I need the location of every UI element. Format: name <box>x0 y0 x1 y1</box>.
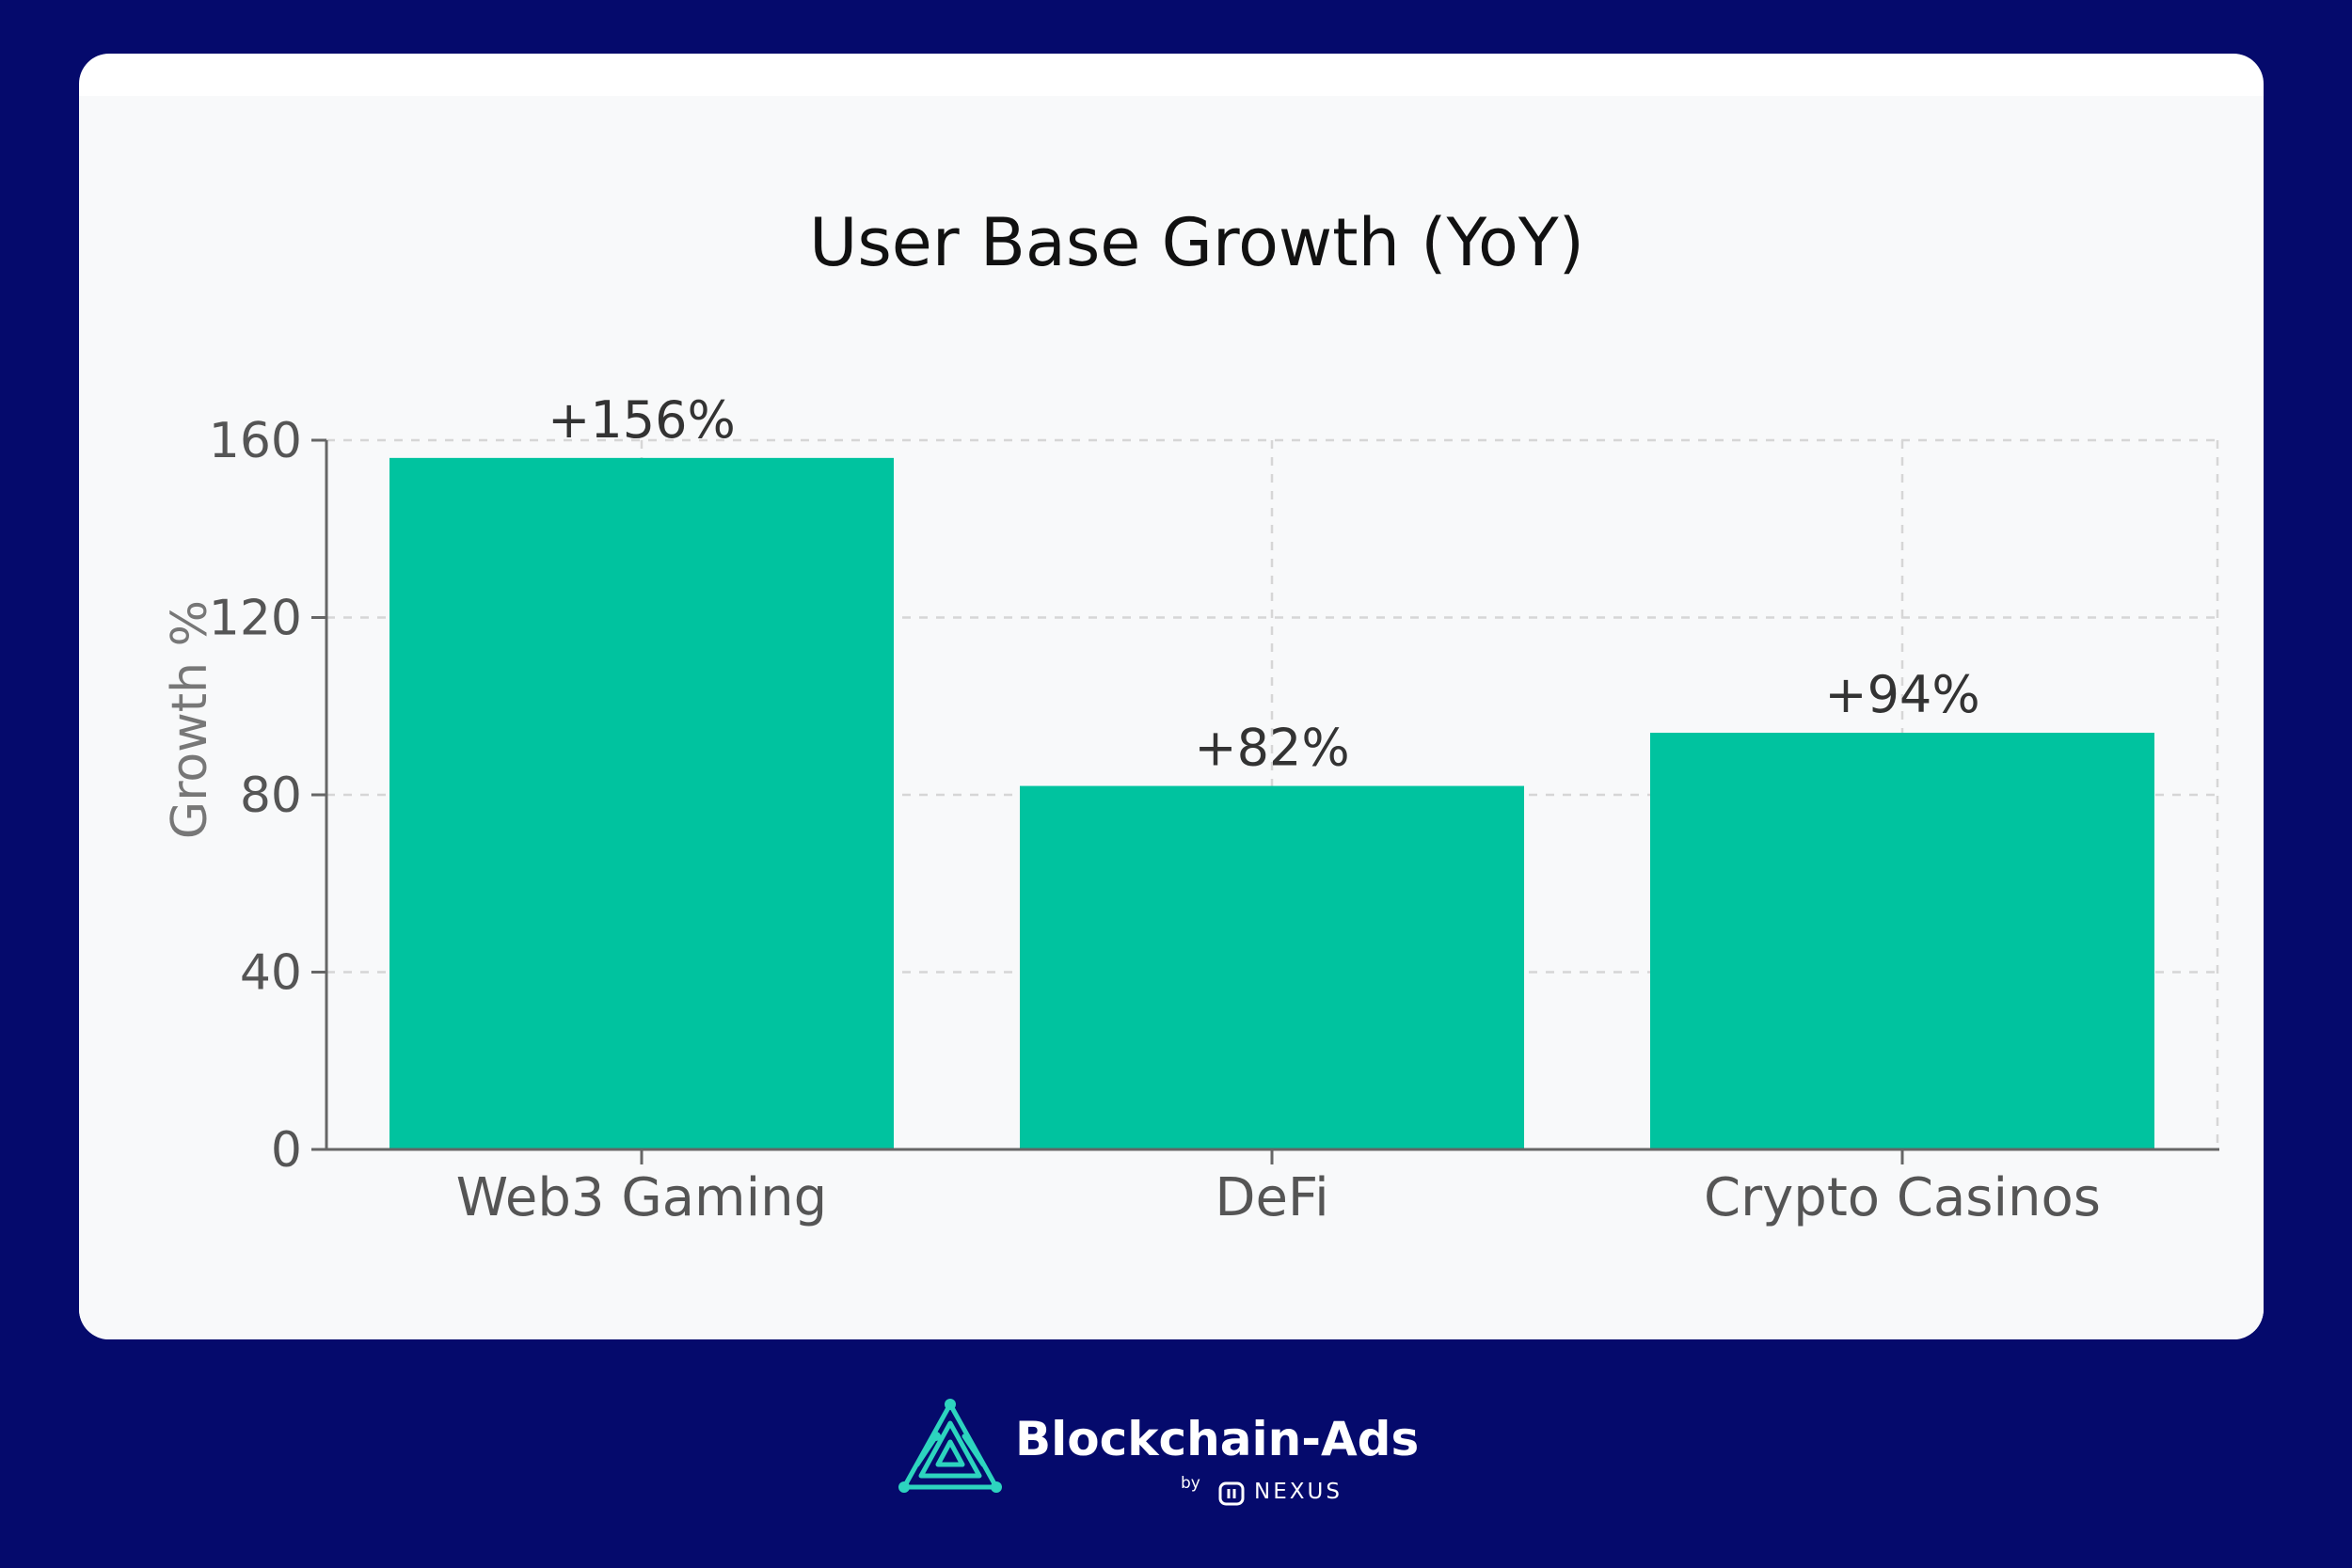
y-tick-label: 40 <box>240 945 302 1002</box>
chart-area: User Base Growth (YoY) 0 40 80 120 160 Web3 Ga… <box>79 96 2264 1339</box>
data-label: +156% <box>548 390 736 450</box>
data-label: +82% <box>1194 719 1349 778</box>
bar-chart: User Base Growth (YoY) 0 40 80 120 160 Web3 Ga… <box>162 204 2219 1228</box>
x-tick-label: Web3 Gaming <box>456 1167 827 1228</box>
y-axis-label: Growth % <box>162 600 218 839</box>
y-tick-label: 0 <box>271 1122 302 1179</box>
brand-logo: Blockchain-Ads by NEXUS <box>898 1395 1510 1517</box>
chart-title: User Base Growth (YoY) <box>809 204 1584 281</box>
bar-crypto-casinos <box>1650 733 2154 1149</box>
blockchain-ads-logo-icon <box>898 1399 1002 1493</box>
nexus-logo-icon <box>1218 1481 1245 1506</box>
bar-defi <box>1020 785 1524 1149</box>
y-tick-label: 120 <box>209 591 302 647</box>
x-tick-label: DeFi <box>1215 1167 1328 1228</box>
bar-web3-gaming <box>389 457 894 1150</box>
brand-by-text: by <box>1181 1474 1200 1493</box>
chart-card: User Base Growth (YoY) 0 40 80 120 160 Web3 Ga… <box>79 54 2264 1339</box>
y-tick-label: 80 <box>240 768 302 824</box>
partner-name: NEXUS <box>1254 1480 1343 1504</box>
brand-wordmark: Blockchain-Ads <box>1015 1412 1420 1466</box>
x-tick-label: Crypto Casinos <box>1704 1167 2101 1228</box>
y-tick-label: 160 <box>209 413 302 469</box>
data-label: +94% <box>1824 665 1979 724</box>
